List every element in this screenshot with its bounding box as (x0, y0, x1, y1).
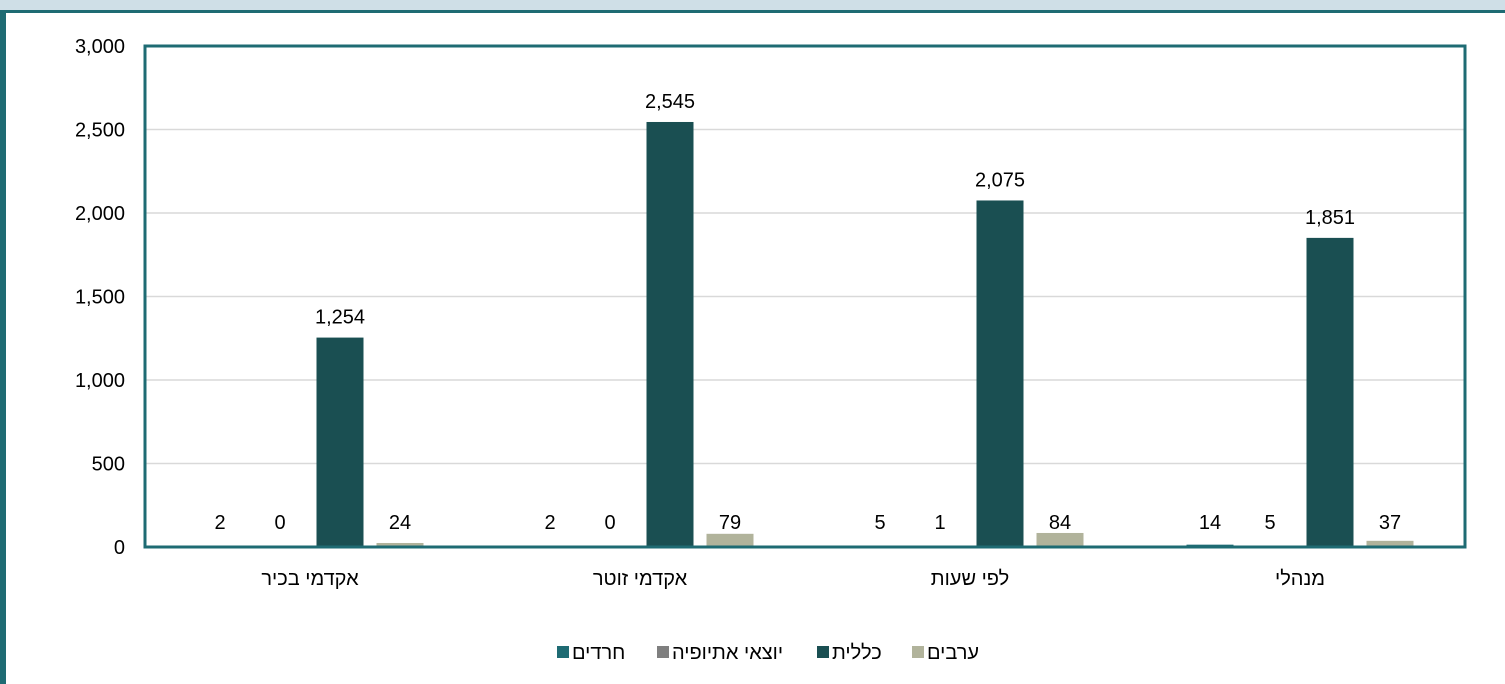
data-label: 1,851 (1305, 207, 1355, 229)
bar (706, 533, 754, 547)
data-label: 1,254 (315, 307, 365, 329)
bar (376, 542, 424, 547)
bar (1306, 237, 1354, 547)
data-label: 0 (604, 512, 615, 534)
legend-swatch (817, 646, 829, 658)
x-category-label: לפי שעות (931, 568, 1009, 590)
data-label: 84 (1049, 512, 1071, 534)
bar (646, 121, 694, 548)
y-tick-label: 2,500 (75, 120, 125, 142)
y-tick-label: 500 (92, 454, 125, 476)
bar (1036, 532, 1084, 547)
x-axis: אקדמי בכיר אקדמי זוטר לפי שעות מנהלי (261, 568, 1325, 590)
legend: חרדים יוצאי אתיופיה כללית ערבים (557, 642, 979, 664)
data-labels: 2 0 1,254 24 2 0 2,545 79 5 1 2,075 84 14 5 1,851 37 (214, 91, 1401, 534)
legend-swatch (657, 646, 669, 658)
data-label: 2 (544, 512, 555, 534)
data-label: 2,075 (975, 169, 1025, 191)
legend-label: חרדים (572, 642, 625, 664)
data-label: 37 (1379, 512, 1401, 534)
legend-label: ערבים (927, 642, 979, 664)
data-label: 5 (874, 512, 885, 534)
data-label: 0 (274, 512, 285, 534)
y-tick-label: 1,500 (75, 287, 125, 309)
bar (976, 200, 1024, 547)
bars (196, 121, 1414, 548)
bar (1366, 540, 1414, 547)
x-category-label: מנהלי (1275, 568, 1325, 590)
y-axis: 0 500 1,000 1,500 2,000 2,500 3,000 (75, 36, 125, 559)
data-label: 1 (934, 512, 945, 534)
bar (316, 337, 364, 547)
legend-swatch (912, 646, 924, 658)
data-label: 79 (719, 512, 741, 534)
chart-frame (0, 10, 1505, 684)
y-tick-label: 0 (114, 537, 125, 559)
x-category-label: אקדמי בכיר (261, 568, 359, 590)
data-label: 2 (214, 512, 225, 534)
x-category-label: אקדמי זוטר (593, 568, 688, 590)
data-label: 14 (1199, 512, 1221, 534)
data-label: 2,545 (645, 91, 695, 113)
y-tick-label: 2,000 (75, 203, 125, 225)
y-tick-label: 3,000 (75, 36, 125, 58)
legend-label: כללית (832, 642, 882, 664)
plot-border (143, 44, 1467, 549)
data-label: 5 (1264, 512, 1275, 534)
y-tick-label: 1,000 (75, 370, 125, 392)
data-label: 24 (389, 512, 411, 534)
legend-label: יוצאי אתיופיה (672, 642, 783, 664)
legend-swatch (557, 646, 569, 658)
